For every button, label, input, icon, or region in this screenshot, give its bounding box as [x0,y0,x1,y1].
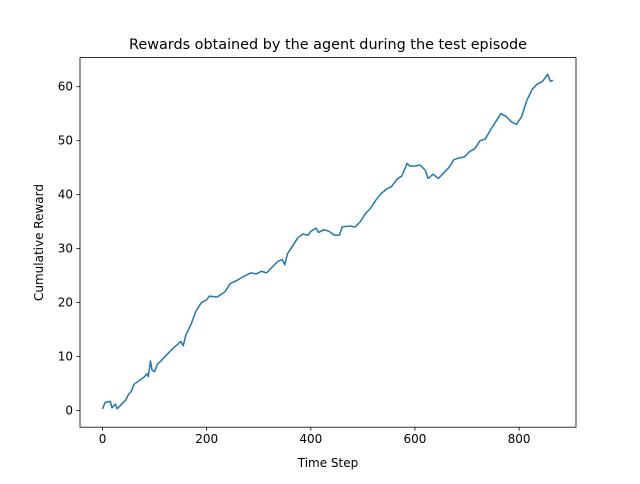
line-series [101,73,554,410]
y-axis-label: Cumulative Reward [32,184,46,301]
y-tick-label: 50 [58,134,73,148]
plot-frame [79,57,577,428]
y-tick-label: 10 [58,350,73,364]
y-tick-label: 20 [58,296,73,310]
x-tick-label: 0 [99,432,107,446]
x-axis-label: Time Step [297,456,359,470]
x-tick-label: 600 [404,432,427,446]
chart-title: Rewards obtained by the agent during the… [129,37,527,53]
y-tick-label: 60 [58,80,73,94]
x-tick-label: 200 [195,432,218,446]
y-tick-label: 30 [58,242,73,256]
x-tick-label: 800 [508,432,531,446]
y-tick-label: 40 [58,188,73,202]
y-tick-label: 0 [65,403,73,417]
x-tick-label: 400 [299,432,322,446]
